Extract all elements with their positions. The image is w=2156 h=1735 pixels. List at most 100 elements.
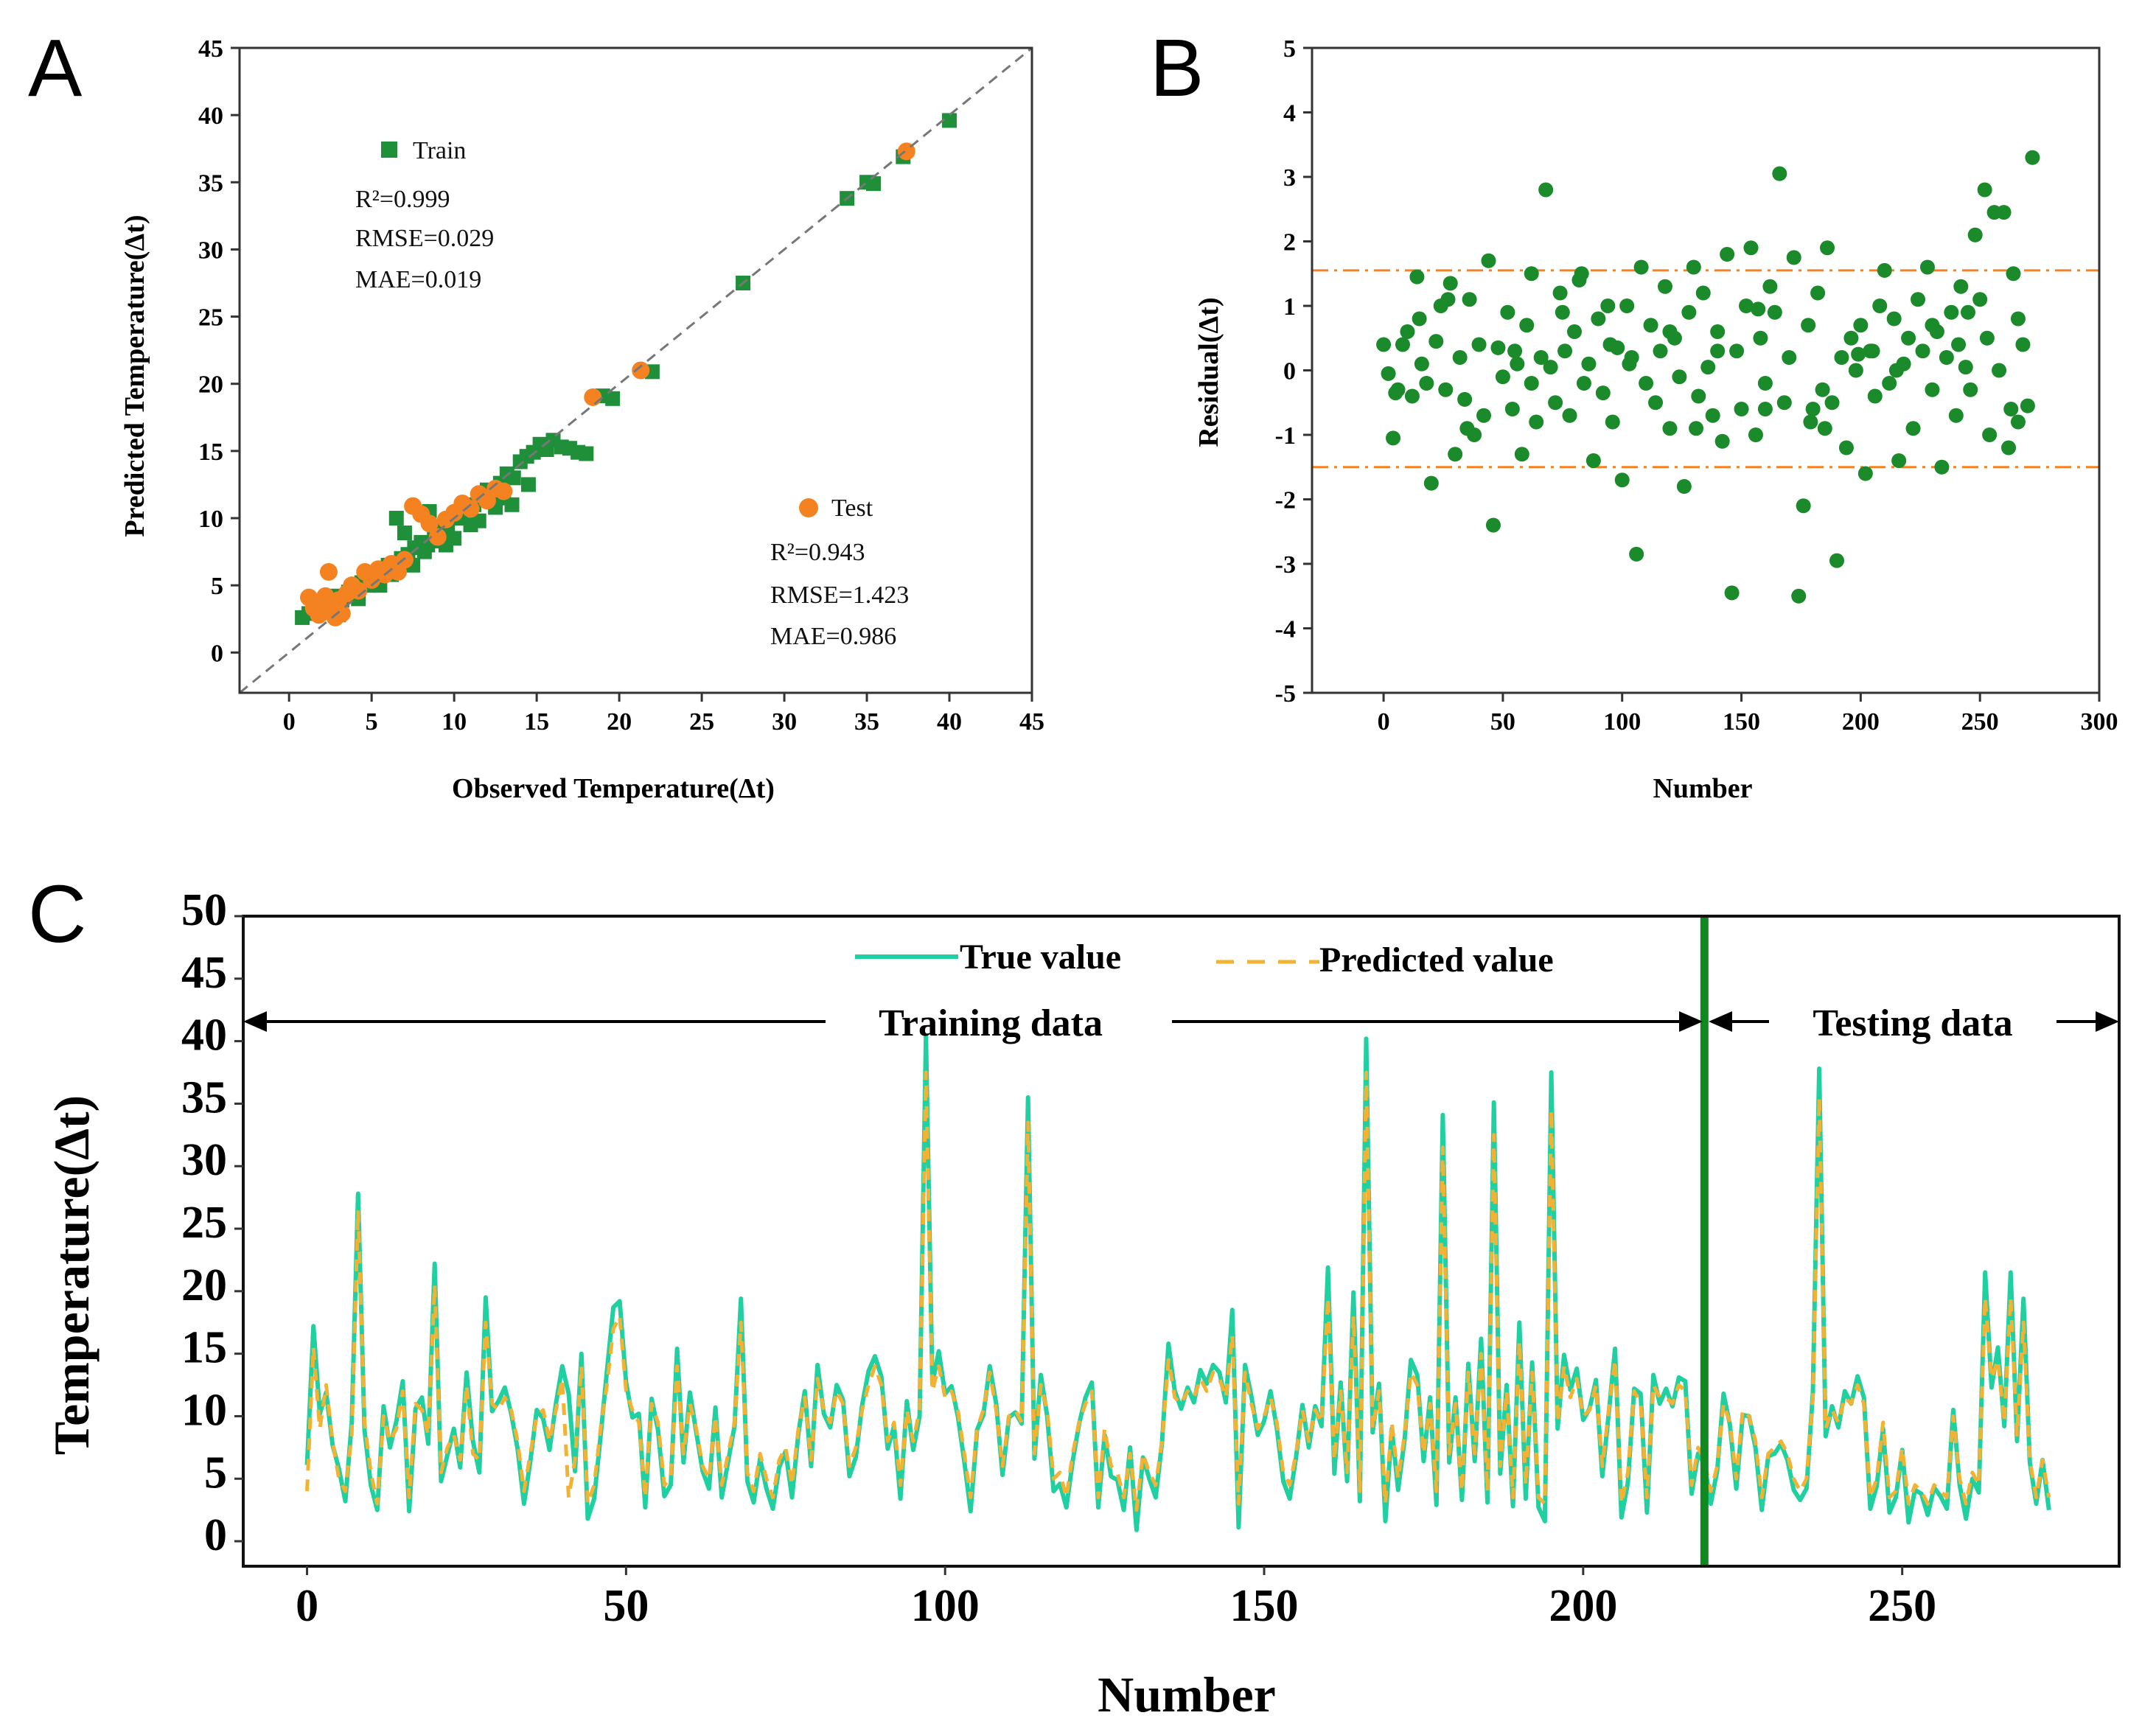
y-tick-label: -5 [1275,680,1296,708]
train-point [388,511,404,526]
panel-a-x-axis-label: Observed Temperature(Δt) [452,773,775,804]
x-tick-label: 0 [296,1581,318,1631]
residual-point [1643,318,1658,333]
residual-point [1838,440,1854,455]
residual-point [1782,350,1797,365]
residual-point [1786,250,1801,265]
residual-point [1510,356,1525,371]
residual-point [1720,247,1735,262]
y-tick-label: 20 [181,1260,227,1310]
residual-point [1681,304,1697,320]
residual-point [1848,363,1863,378]
legend-predicted-label: Predicted value [1319,940,1554,980]
panel-c-y-ticks: 0 5 10 15 20 25 30 35 40 45 50 [181,885,243,1560]
y-tick-label: 30 [198,237,223,264]
x-tick-label: 50 [1490,708,1515,736]
residual-point [1414,356,1429,371]
residual-point [1992,363,2007,378]
residual-point [1803,414,1818,430]
residual-point [1824,395,1840,411]
x-tick-label: 50 [603,1581,649,1631]
y-tick-label: 0 [1283,358,1296,385]
residual-point [1877,262,1892,278]
residual-point [1462,292,1477,307]
y-tick-label: 4 [1283,100,1296,128]
y-tick-label: 15 [181,1323,227,1373]
residual-point [1967,227,1983,242]
y-tick-label: 0 [211,640,223,667]
test-point [584,388,602,406]
residual-point [1689,421,1704,436]
residual-point [1639,376,1654,391]
residual-point [1705,408,1720,423]
x-tick-label: 300 [2081,708,2118,736]
residual-point [1972,292,1988,307]
residual-point [1757,376,1773,391]
residual-point [1622,356,1637,371]
x-tick-label: 45 [1019,708,1044,736]
x-tick-label: 200 [1549,1581,1617,1631]
residual-point [1829,553,1844,568]
y-tick-label: 35 [181,1072,227,1123]
panel-b-y-axis-label: Residual(Δt) [1193,297,1224,447]
residual-point [1457,391,1473,407]
residual-point [2006,266,2021,282]
residual-point [1495,369,1510,385]
residual-point [1574,266,1589,282]
residual-point [1409,269,1425,284]
residual-point [1438,382,1454,397]
residual-point [1757,402,1773,416]
test-point [319,562,338,581]
residual-point [1925,318,1940,333]
residual-point [1891,453,1907,468]
train-point [471,513,486,528]
y-tick-label: 25 [198,304,223,332]
residual-point [1471,337,1487,352]
residual-point [1805,402,1821,416]
panel-c-y-axis-label: Temperature(Δt) [43,1095,100,1455]
residual-point [1762,279,1778,294]
y-tick-label: 40 [181,1010,227,1061]
y-tick-label: 5 [204,1448,227,1498]
residual-point [1888,363,1904,378]
y-tick-label: 5 [1283,35,1296,63]
test-rmse: RMSE=1.423 [770,582,909,609]
x-tick-label: 0 [283,708,296,736]
residual-point [1629,546,1644,562]
y-tick-label: 10 [181,1385,227,1435]
residual-point [1412,311,1427,327]
panel-c-x-ticks: 0 50 100 150 200 250 [296,1566,1936,1631]
residual-point [1514,447,1529,462]
residual-point [1961,304,1975,320]
residual-point [1591,311,1606,327]
residual-point [1605,414,1620,430]
residual-point [1653,343,1668,359]
residual-point [1776,395,1792,411]
residual-point [1686,259,1701,275]
x-tick-label: 15 [524,708,549,736]
residual-point [1485,517,1501,533]
residual-point [1865,343,1880,359]
test-mae: MAE=0.986 [770,623,896,650]
y-tick-label: 20 [198,371,223,399]
y-tick-label: 50 [181,885,227,935]
y-tick-label: 30 [181,1135,227,1185]
residual-point [1801,318,1816,333]
residual-point [1724,585,1740,601]
residual-point [1490,340,1506,355]
residual-point [1700,360,1716,375]
residual-point [1600,299,1616,313]
residual-point [1772,166,1787,181]
residual-point [2015,337,2031,352]
test-point [349,582,368,600]
y-tick-label: 1 [1283,293,1296,321]
y-tick-label: 10 [198,506,223,533]
residual-point [1524,376,1539,391]
residual-point [1555,304,1570,320]
residual-point [1657,279,1672,294]
residual-point [1519,318,1535,333]
train-point [520,477,536,492]
x-tick-label: 150 [1723,708,1760,736]
residual-point [1958,360,1973,375]
panel-a-identity-line [239,46,1033,694]
